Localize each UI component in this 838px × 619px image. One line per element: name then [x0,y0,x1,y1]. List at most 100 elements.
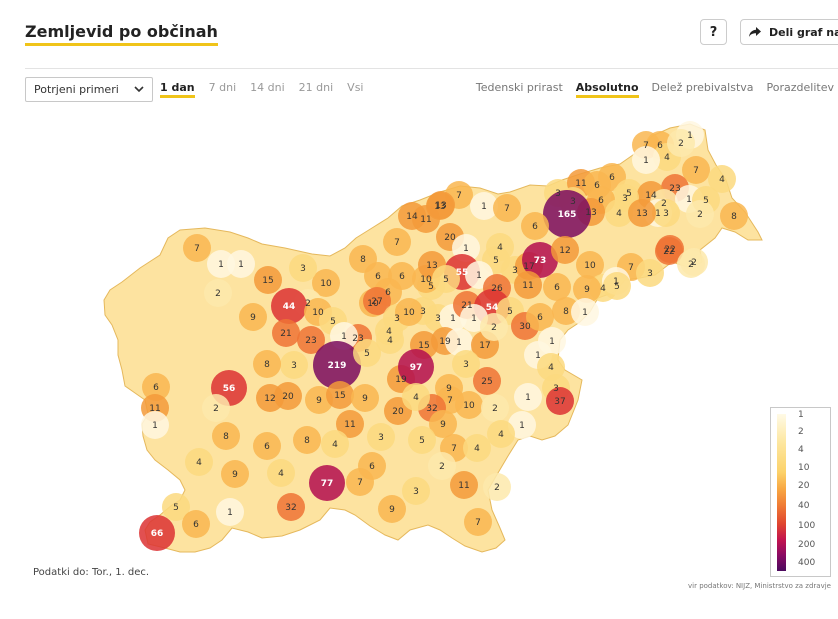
municipality-region[interactable] [483,473,511,501]
municipality-region[interactable] [349,245,377,273]
municipality-region[interactable] [305,386,333,414]
municipality-region[interactable] [277,493,305,521]
municipality-region[interactable] [239,303,267,331]
tab-time-0[interactable]: 1 dan [160,81,195,98]
municipality-region[interactable] [487,420,515,448]
municipality-region[interactable] [289,254,317,282]
municipality-region[interactable] [429,410,457,438]
municipality-region[interactable] [207,250,235,278]
municipality-region[interactable] [667,129,695,157]
municipality-region[interactable] [605,199,633,227]
municipality-region[interactable] [253,350,281,378]
municipality-region[interactable] [398,349,434,385]
tab-mode-2[interactable]: Delež prebivalstva [651,81,754,94]
municipality-region[interactable] [312,269,340,297]
municipality-region[interactable] [708,165,736,193]
municipality-region[interactable] [493,194,521,222]
municipality-region[interactable] [481,394,509,422]
municipality-region[interactable] [367,423,395,451]
municipality-region[interactable] [351,384,379,412]
municipality-region[interactable] [253,432,281,460]
municipality-region[interactable] [463,434,491,462]
municipality-region[interactable] [321,430,349,458]
municipality-region[interactable] [267,459,295,487]
municipality-region[interactable] [221,460,249,488]
municipality-region[interactable] [326,381,354,409]
municipality-region[interactable] [185,448,213,476]
tab-time-4[interactable]: Vsi [347,81,364,94]
municipality-region[interactable] [428,452,456,480]
municipality-region[interactable] [537,353,565,381]
municipality-region[interactable] [470,192,498,220]
municipality-region[interactable] [254,266,282,294]
municipality-region[interactable] [521,212,549,240]
municipality-region[interactable] [297,326,325,354]
municipality-region[interactable] [378,495,406,523]
municipality-region[interactable] [720,202,748,230]
municipality-region[interactable] [204,279,232,307]
municipality-region[interactable] [383,228,411,256]
municipality-region[interactable] [682,156,710,184]
municipality-region[interactable] [395,298,423,326]
municipality-region[interactable] [652,199,680,227]
municipality-region[interactable] [546,387,574,415]
municipality-region[interactable] [543,190,591,238]
municipality-region[interactable] [402,477,430,505]
municipality-region[interactable] [686,200,714,228]
municipality-region[interactable] [402,383,430,411]
municipality-region[interactable] [432,265,460,293]
municipality-region[interactable] [271,288,307,324]
municipality-region[interactable] [486,233,514,261]
municipality-region[interactable] [571,298,599,326]
municipality-region[interactable] [526,303,554,331]
municipality-region[interactable] [353,339,381,367]
municipality-region[interactable] [677,250,705,278]
tab-mode-3[interactable]: Porazdelitev [766,81,834,94]
municipality-region[interactable] [142,373,170,401]
municipality-region[interactable] [139,515,175,551]
municipality-region[interactable] [162,493,190,521]
municipality-region[interactable] [313,341,361,389]
municipality-region[interactable] [543,273,571,301]
municipality-region[interactable] [636,259,664,287]
tab-mode-1[interactable]: Absolutno [575,81,639,98]
municipality-region[interactable] [514,383,542,411]
municipality-region[interactable] [274,382,302,410]
municipality-region[interactable] [336,410,364,438]
municipality-region[interactable] [272,319,300,347]
municipality-region[interactable] [655,237,683,265]
metric-select[interactable]: Potrjeni primeri [25,77,153,102]
municipality-region[interactable] [183,234,211,262]
municipality-region[interactable] [464,508,492,536]
municipality-region[interactable] [450,471,478,499]
municipality-region[interactable] [280,351,308,379]
municipality-region[interactable] [212,422,240,450]
municipality-region[interactable] [346,468,374,496]
municipality-region[interactable] [227,250,255,278]
municipality-region[interactable] [522,242,558,278]
municipality-region[interactable] [182,510,210,538]
tab-time-2[interactable]: 14 dni [250,81,285,94]
municipality-region[interactable] [576,251,604,279]
municipality-region[interactable] [455,391,483,419]
municipality-region[interactable] [508,411,536,439]
share-button[interactable]: Deli graf na [740,19,838,45]
tab-mode-0[interactable]: Tedenski prirast [475,81,563,94]
municipality-region[interactable] [216,498,244,526]
municipality-region[interactable] [376,326,404,354]
municipality-region[interactable] [514,271,542,299]
municipality-region[interactable] [632,146,660,174]
municipality-region[interactable] [363,287,391,315]
municipality-region[interactable] [551,236,579,264]
help-button[interactable]: ? [700,19,727,45]
municipality-region[interactable] [408,426,436,454]
municipality-region[interactable] [309,465,345,501]
municipality-region[interactable] [473,367,501,395]
tab-time-1[interactable]: 7 dni [208,81,237,94]
tab-time-3[interactable]: 21 dni [298,81,334,94]
municipality-region[interactable] [293,426,321,454]
municipality-region[interactable] [452,350,480,378]
municipality-region[interactable] [480,313,508,341]
municipality-region[interactable] [445,328,473,356]
municipality-region[interactable] [628,199,656,227]
